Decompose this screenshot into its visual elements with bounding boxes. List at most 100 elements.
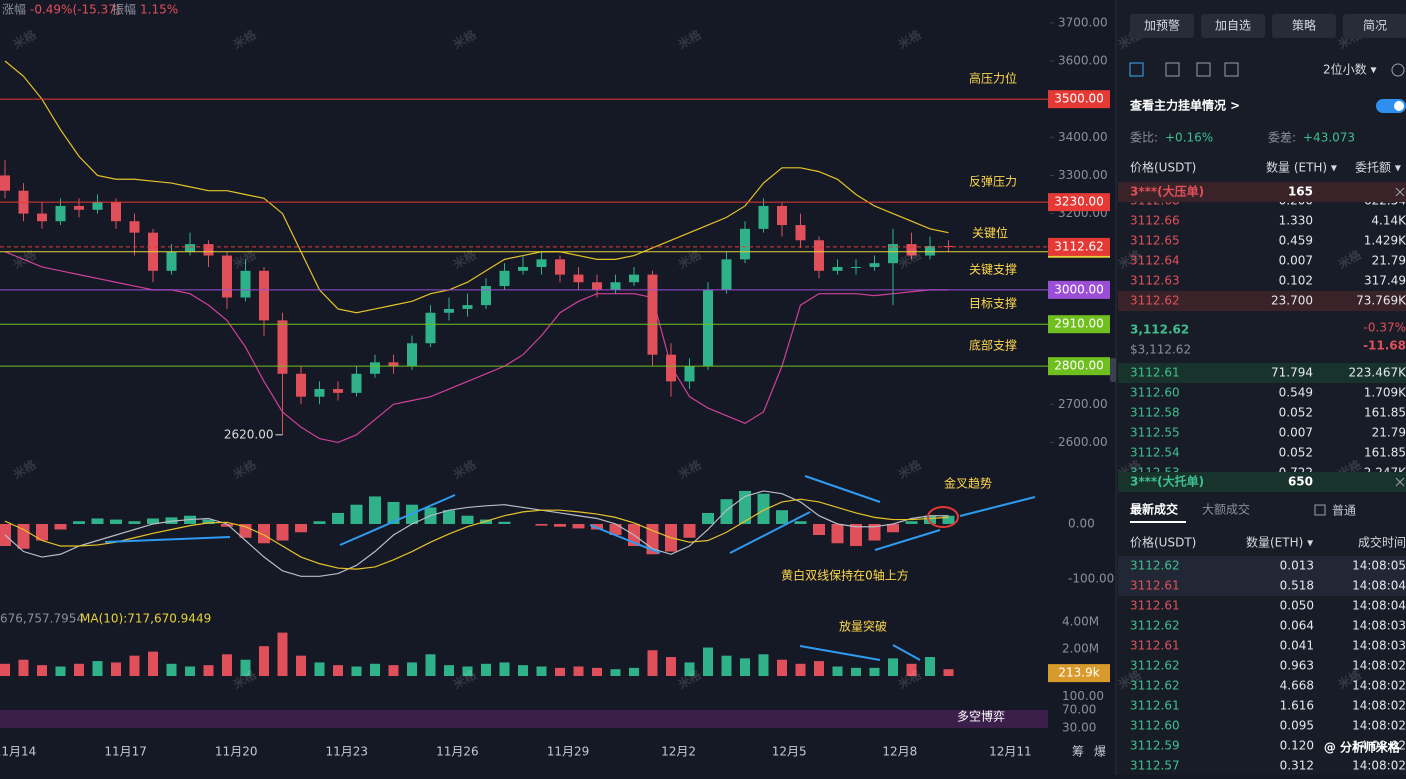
- candle-body: [481, 286, 491, 305]
- candle-body: [426, 313, 436, 344]
- candle-body: [407, 343, 417, 366]
- volume-bar: [19, 660, 29, 676]
- change-value: -0.49%(-15.37): [30, 3, 121, 17]
- volume-tick-label: 2.00M: [1062, 641, 1099, 655]
- volume-bar: [93, 661, 103, 676]
- volume-bar: [851, 668, 861, 676]
- volume-bar: [204, 665, 214, 676]
- pct: -0.37%: [1364, 321, 1406, 335]
- volume-bar: [888, 658, 898, 676]
- axis-button[interactable]: 爆: [1094, 745, 1106, 759]
- panel-button[interactable]: 策略: [1292, 18, 1316, 33]
- ask-row: 21.79: [1372, 254, 1406, 268]
- bid-row: 223.467K: [1349, 366, 1406, 380]
- trade-price: 3112.61: [1130, 639, 1180, 653]
- candle-body: [241, 271, 251, 298]
- volume-bar: [278, 633, 288, 676]
- candle-body: [463, 305, 473, 309]
- panel-button[interactable]: 简况: [1363, 19, 1387, 33]
- x-tick-label: 11月17: [104, 745, 147, 759]
- ratio-label: 委比:: [1130, 131, 1158, 145]
- candle-body: [296, 374, 306, 397]
- trade-qty: 0.064: [1280, 619, 1314, 633]
- tab[interactable]: 大额成交: [1202, 502, 1250, 517]
- volume-bar: [629, 668, 639, 676]
- bid-row: 71.794: [1271, 366, 1313, 380]
- candle-body: [352, 374, 362, 393]
- panel-button[interactable]: 加预警: [1144, 18, 1180, 33]
- volume-bar: [500, 662, 510, 676]
- volume-bar: [222, 654, 232, 676]
- candle-body: [574, 275, 584, 283]
- ask-banner: 165: [1288, 185, 1313, 199]
- trade-time: 14:08:02: [1352, 759, 1406, 773]
- x-tick-label: 12月5: [772, 745, 807, 759]
- trade-price: 3112.61: [1130, 699, 1180, 713]
- candle-body: [204, 244, 214, 255]
- credit: @ 分析师米格: [1324, 740, 1401, 755]
- bid-row: 0.549: [1279, 386, 1313, 400]
- x-tick-label: 12月2: [661, 745, 696, 759]
- chart-bg: [0, 0, 1116, 775]
- volume-tick-label: 4.00M: [1062, 614, 1099, 628]
- volume-bar: [56, 667, 66, 676]
- level-tag: 3000.00: [1054, 282, 1104, 296]
- scroll-handle[interactable]: [1110, 358, 1116, 382]
- trade-price: 3112.62: [1130, 659, 1180, 673]
- candle-body: [370, 362, 380, 373]
- bid-row: 3112.61: [1130, 366, 1180, 380]
- volume-bar: [167, 664, 177, 676]
- macd-tick-label: -100.00: [1068, 572, 1114, 586]
- volume-bar: [944, 669, 954, 676]
- trade-qty: 0.095: [1280, 719, 1314, 733]
- candle-body: [648, 275, 658, 355]
- current-tag: 3112.62: [1054, 239, 1104, 253]
- trade-price: 3112.60: [1130, 719, 1180, 733]
- decimals[interactable]: 2位小数 ▾: [1323, 62, 1376, 77]
- candle-body: [685, 366, 695, 381]
- trade-time: 14:08:03: [1352, 639, 1406, 653]
- volume-bar: [518, 665, 528, 676]
- level-note: 反弹压力: [969, 175, 1017, 189]
- ask-row: 3112.63: [1130, 274, 1180, 288]
- volume-bar: [74, 664, 84, 676]
- candle-body: [814, 240, 824, 271]
- macd-bar: [462, 516, 474, 524]
- trade-header: 成交时间: [1358, 535, 1406, 550]
- book-header: 委托额 ▾: [1355, 161, 1401, 175]
- volume-bar: [352, 667, 362, 676]
- candle-body: [315, 389, 325, 397]
- macd-bar: [795, 521, 807, 524]
- candle-body: [666, 355, 676, 382]
- last-usd: $3,112.62: [1130, 343, 1191, 357]
- tab[interactable]: 最新成交: [1130, 502, 1178, 517]
- trade-header: 数量(ETH) ▾: [1246, 535, 1313, 550]
- candle-body: [93, 202, 103, 210]
- candle-body: [925, 246, 935, 256]
- panel-button[interactable]: 加自选: [1215, 19, 1251, 33]
- bid-row: 1.709K: [1364, 386, 1406, 400]
- candle-body: [56, 206, 66, 221]
- macd-bar: [536, 524, 548, 526]
- ask-row: 3112.64: [1130, 254, 1180, 268]
- macd-bar: [776, 510, 788, 524]
- osc-tick-label: 30.00: [1062, 721, 1096, 735]
- trade-price: 3112.59: [1130, 739, 1180, 753]
- bid-row: 0.052: [1279, 406, 1313, 420]
- osc-tick-label: 70.00: [1062, 703, 1096, 717]
- volume-bar: [611, 669, 621, 676]
- axis-button[interactable]: 筹: [1072, 745, 1084, 759]
- volume-bar: [37, 665, 47, 676]
- candle-body: [703, 290, 713, 366]
- book-header: 数量 (ETH) ▾: [1266, 160, 1337, 175]
- volume-bar: [481, 664, 491, 676]
- macd-bar: [573, 524, 585, 528]
- depth-link[interactable]: 查看主力挂单情况 >: [1129, 98, 1240, 113]
- macd-bar: [813, 524, 825, 535]
- bid-row: 3112.55: [1130, 426, 1180, 440]
- macd-bar: [332, 513, 344, 524]
- macd-bar: [443, 510, 455, 524]
- trade-price: 3112.62: [1130, 619, 1180, 633]
- macd-bar: [351, 505, 363, 524]
- last-price: 3,112.62: [1130, 323, 1189, 337]
